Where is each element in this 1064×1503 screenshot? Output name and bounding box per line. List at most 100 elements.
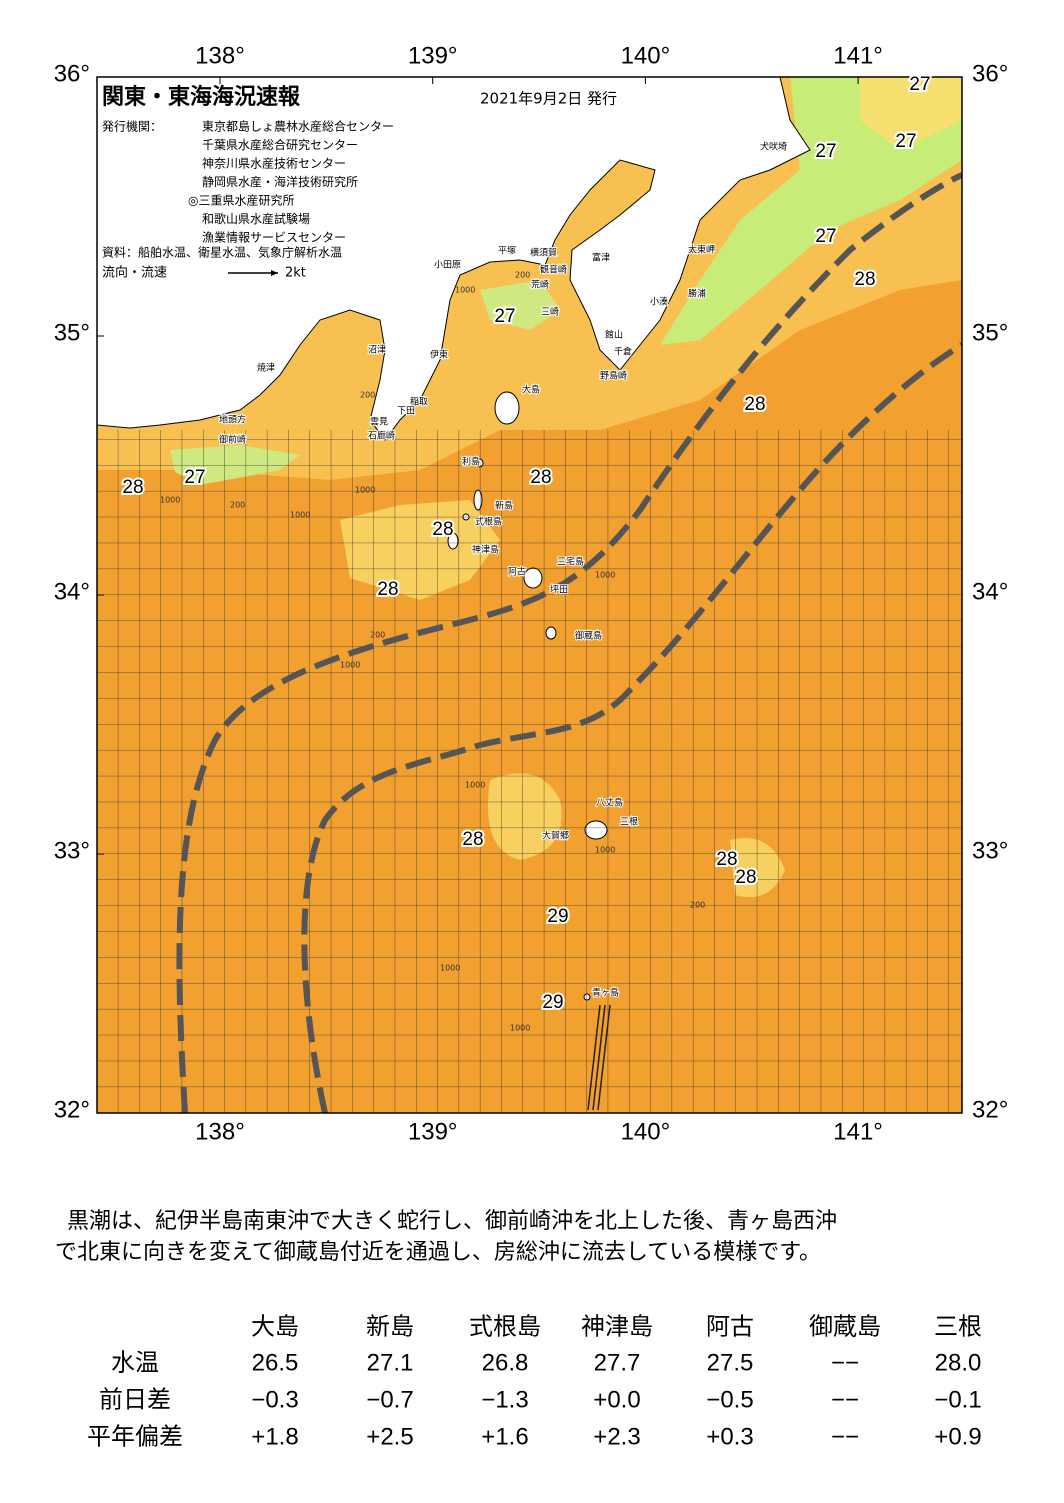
isotherm-label: 27 [815, 141, 836, 162]
place-name: 富津 [592, 252, 610, 264]
flow-scale: 2kt [285, 266, 306, 281]
place-name: 阿古 [508, 566, 526, 578]
place-name: 石廊崎 [368, 430, 395, 442]
depth-label: 1000 [465, 781, 485, 790]
place-name: 小田原 [434, 260, 461, 271]
isotherm-label: 28 [122, 477, 143, 498]
isotherm-label: 28 [854, 269, 875, 290]
place-name: 三根 [620, 816, 638, 828]
place-name: 利島 [462, 456, 480, 468]
table-cell: −0.3 [251, 1386, 298, 1413]
current-vectors [587, 1004, 611, 1111]
grid [97, 430, 962, 1113]
issue-date: 2021年9月2日 発行 [480, 90, 617, 108]
issuer: 千葉県水産総合研究センター [202, 137, 358, 152]
place-name: 平塚 [498, 246, 516, 257]
table-cell: 26.5 [252, 1349, 299, 1376]
depth-label: 1000 [595, 571, 615, 580]
summary-line: 黒潮は、紀伊半島南東沖で大きく蛇行し、御前崎沖を北上した後、青ヶ島西沖 [67, 1209, 837, 1234]
lat-tick-label: 32° [54, 1096, 90, 1123]
depth-label: 1000 [510, 1024, 530, 1033]
isotherm-label: 28 [530, 467, 551, 488]
place-name: 青ヶ島 [592, 987, 619, 999]
table-header: 神津島 [581, 1313, 653, 1340]
place-name: 沼津 [368, 345, 386, 356]
table-cell: 28.0 [935, 1349, 982, 1376]
depth-label: 1000 [160, 496, 180, 505]
lat-tick-label: 34° [54, 578, 90, 605]
place-name: 地頭方 [219, 414, 246, 426]
issuer-label: 発行機関： [102, 119, 162, 134]
place-name: 式根島 [475, 516, 502, 528]
isotherm-label: 29 [547, 906, 568, 927]
table-header: 大島 [251, 1313, 299, 1340]
table-cell: +0.3 [706, 1423, 753, 1450]
place-name: 八丈島 [596, 797, 623, 809]
table-cell: −− [831, 1423, 859, 1450]
place-name: 伊東 [430, 349, 448, 361]
isotherm-label: 28 [377, 579, 398, 600]
isotherm-label: 28 [432, 519, 453, 540]
lon-tick-label: 140° [621, 1118, 671, 1145]
table-cell: +2.3 [593, 1423, 640, 1450]
summary-line: で北東に向きを変えて御蔵島付近を通過し、房総沖に流去している模様です。 [55, 1240, 821, 1265]
depth-label: 1000 [290, 511, 310, 520]
cool-zone [480, 280, 560, 330]
issuer: 漁業情報サービスセンター [202, 231, 346, 245]
depth-label: 1000 [455, 286, 475, 295]
lon-tick-label: 140° [621, 42, 671, 69]
table-cell: −− [831, 1349, 859, 1376]
issuer: 和歌山県水産試験場 [202, 211, 310, 226]
place-name: 坪田 [550, 585, 568, 596]
depth-label: 1000 [355, 486, 375, 495]
depth-label: 1000 [595, 846, 615, 855]
place-name: 横須賀 [530, 247, 557, 259]
depth-label: 200 [230, 501, 245, 510]
table-cell: 26.8 [482, 1349, 529, 1376]
map-area [97, 77, 962, 1113]
table-header: 三根 [934, 1313, 982, 1340]
table-cell: +0.9 [934, 1423, 981, 1450]
depth-label: 200 [370, 631, 385, 640]
place-name: 勝浦 [688, 288, 706, 300]
place-name: 大賀郷 [542, 830, 569, 842]
place-name: 下田 [397, 406, 415, 417]
table-cell: −1.3 [481, 1386, 528, 1413]
place-name: 御蔵島 [575, 630, 602, 642]
isotherm-label: 27 [909, 74, 930, 95]
depth-label: 200 [515, 271, 530, 280]
table-cell: −0.1 [934, 1386, 981, 1413]
place-name: 太東岬 [688, 244, 715, 256]
table-cell: 27.1 [367, 1349, 414, 1376]
row-label: 水温 [111, 1349, 159, 1376]
flow-scale-arrowhead [271, 270, 278, 276]
isotherm-label: 27 [895, 131, 916, 152]
depth-label: 200 [690, 901, 705, 910]
lon-tick-label: 138° [195, 1118, 245, 1145]
isotherm-label: 29 [542, 992, 563, 1013]
lon-tick-label: 138° [195, 42, 245, 69]
table-cell: 27.7 [594, 1349, 641, 1376]
lat-tick-label: 35° [54, 319, 90, 346]
table-header: 阿古 [706, 1313, 754, 1340]
place-name: 荒崎 [531, 279, 549, 291]
row-label: 平年偏差 [87, 1423, 183, 1450]
lat-tick-label: 36° [972, 60, 1008, 87]
cool-zone [660, 77, 962, 345]
table-cell: +1.8 [251, 1423, 298, 1450]
kuroshio-axis [176, 172, 962, 1113]
table-cell: +0.0 [593, 1386, 640, 1413]
place-name: 焼津 [257, 363, 275, 374]
issuer: 東京都島しょ農林水産総合センター [202, 119, 394, 134]
depth-label: 1000 [340, 661, 360, 670]
table-cell: +1.6 [481, 1423, 528, 1450]
place-name: 犬吠埼 [760, 141, 787, 153]
isotherm-label: 28 [744, 394, 765, 415]
lon-tick-label: 139° [408, 42, 458, 69]
lat-tick-label: 32° [972, 1096, 1008, 1123]
lat-tick-label: 36° [54, 60, 90, 87]
depth-label: 1000 [440, 964, 460, 973]
place-name: 雲見 [370, 417, 388, 428]
